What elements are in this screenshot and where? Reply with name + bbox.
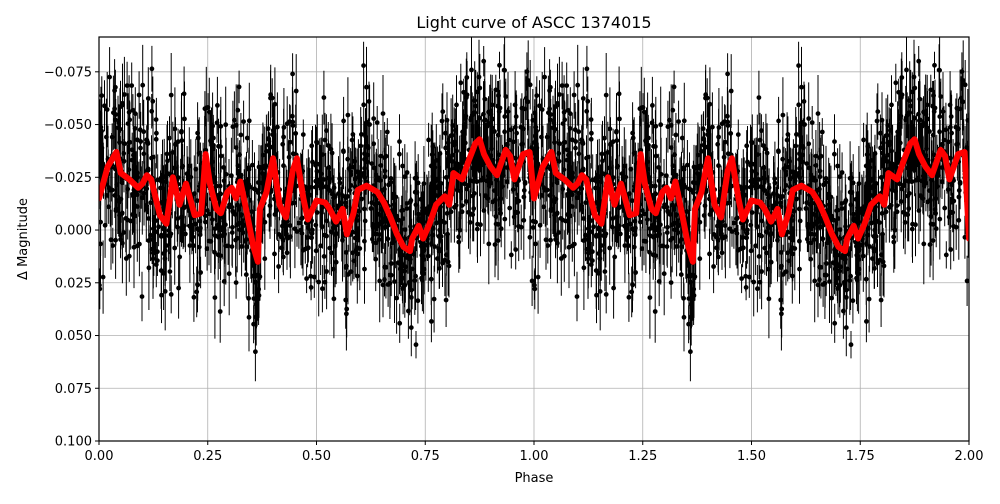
model-curve — [99, 136, 969, 265]
y-tick-label: −0.075 — [44, 65, 92, 80]
y-axis-ticks: −0.075 −0.050 −0.025 0.000 0.025 0.050 0.075 0.… — [44, 65, 99, 450]
x-tick-label: 1.50 — [737, 449, 766, 464]
x-tick-label: 1.25 — [628, 449, 657, 464]
y-tick-label: 0.000 — [55, 224, 92, 239]
x-tick-label: 2.00 — [955, 449, 984, 464]
y-tick-label: 0.100 — [55, 435, 92, 450]
y-tick-label: 0.050 — [55, 329, 92, 344]
chart-title: Light curve of ASCC 1374015 — [416, 13, 651, 32]
x-tick-label: 0.00 — [85, 449, 114, 464]
x-tick-label: 0.75 — [411, 449, 440, 464]
x-tick-label: 1.00 — [520, 449, 549, 464]
y-tick-label: −0.025 — [44, 171, 92, 186]
x-axis-ticks: 0.00 0.25 0.50 0.75 1.00 1.25 1.50 1.75 2.00 — [85, 441, 984, 464]
x-tick-label: 0.25 — [193, 449, 222, 464]
model-line — [99, 136, 969, 265]
x-tick-label: 0.50 — [302, 449, 331, 464]
y-tick-label: 0.075 — [55, 382, 92, 397]
y-tick-label: 0.025 — [55, 276, 92, 291]
y-tick-label: −0.050 — [44, 118, 92, 133]
x-axis-label: Phase — [515, 471, 554, 486]
y-axis-label: Δ Magnitude — [16, 198, 31, 280]
x-tick-label: 1.75 — [846, 449, 875, 464]
